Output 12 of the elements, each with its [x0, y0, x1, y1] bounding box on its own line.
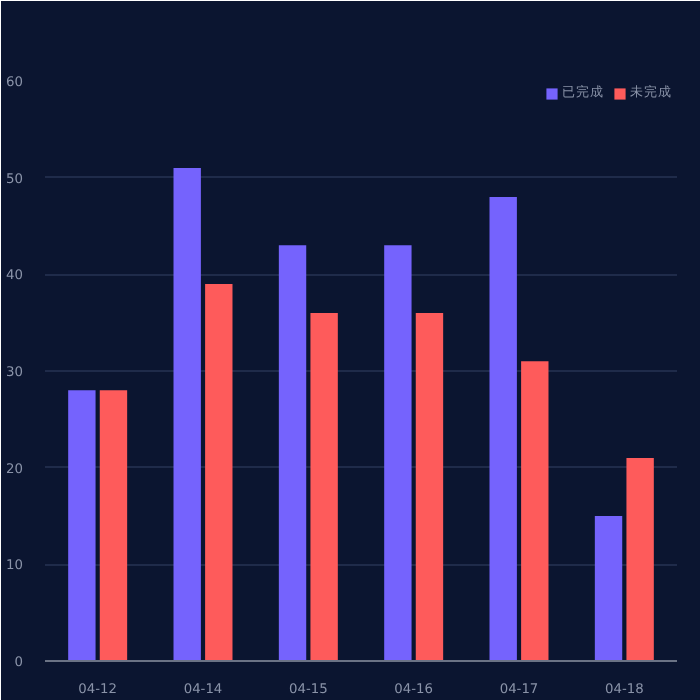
bar	[310, 313, 338, 661]
bar	[173, 168, 201, 661]
bar	[489, 197, 517, 661]
bar	[384, 245, 412, 661]
bar	[99, 390, 128, 661]
bar	[415, 313, 444, 661]
bar	[278, 245, 307, 661]
bar	[68, 390, 96, 661]
bar	[626, 458, 654, 661]
bar	[594, 516, 623, 661]
bar	[521, 361, 549, 661]
bar	[205, 284, 233, 661]
